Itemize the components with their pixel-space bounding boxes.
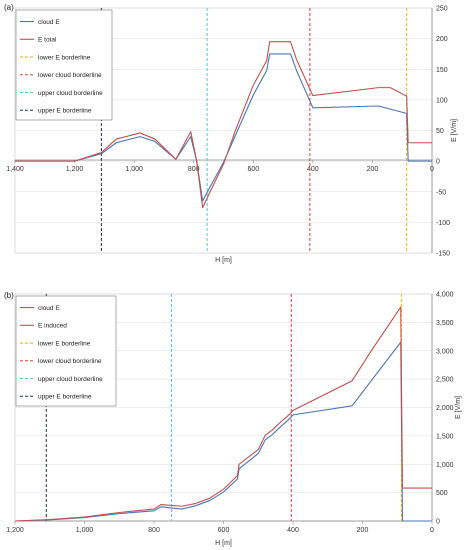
y-tick-label: -100 [436,220,450,227]
x-tick-label: 200 [357,527,369,534]
y-tick-label: 100 [436,97,448,104]
y-axis-label: E [V/m] [455,396,462,419]
y-tick-label: 0 [436,159,440,166]
legend-label: lower cloud borderline [38,72,102,79]
legend-label: E induced [38,323,67,330]
y-tick-label: 3,500 [436,320,454,327]
y-axis-label: E [V/m] [451,119,458,142]
y-tick-label: 50 [436,128,444,135]
panel-label: (a) [4,3,14,12]
series-line-E-induced [14,306,432,522]
y-tick-label: 200 [436,36,448,43]
y-tick-label: 150 [436,67,448,74]
x-tick-label: 600 [218,527,230,534]
y-tick-label: 500 [436,490,448,497]
chart-panel-0: 1,400 1,200 1,000 800 600 400 200 0 -150 -100 -50 0… [4,3,458,264]
legend: cloud E E total lower E borderline lower cl… [15,9,113,121]
x-tick-label: 1,000 [76,527,94,534]
legend-label: lower E borderline [38,340,91,347]
y-tick-label: 2,500 [436,377,454,384]
chart-panel-1: 1,200 1,000 800 600 400 200 00 500 1,000 1,500 2,0… [4,291,462,547]
x-axis-label: H [m] [215,257,232,264]
y-tick-label: -150 [436,251,450,258]
x-tick-label: 0 [430,166,434,173]
legend-label: lower cloud borderline [38,358,102,365]
x-tick-label: 400 [307,166,319,173]
y-tick-label: 250 [436,6,448,13]
legend-label: upper cloud borderline [38,376,103,383]
legend-label: cloud E [38,305,60,312]
x-tick-label: 400 [287,527,299,534]
series-line-cloud-E [15,53,432,202]
y-tick-label: 3,000 [436,348,454,355]
legend-label: lower E borderline [38,54,91,61]
x-tick-label: 200 [367,166,379,173]
legend-box [15,9,113,121]
legend-label: upper E borderline [38,394,92,401]
x-tick-label: 1,200 [66,166,84,173]
legend: cloud E E induced lower E borderline lower … [15,295,117,407]
x-tick-label: 600 [247,166,259,173]
series-line-cloud-E [14,341,432,522]
legend-label: E total [38,37,57,44]
legend-label: upper cloud borderline [38,90,103,97]
y-tick-label: -50 [436,189,446,196]
y-tick-label: 1,500 [436,433,454,440]
y-tick-label: 1,000 [436,462,454,469]
x-tick-label: 1,000 [125,166,143,173]
legend-label: cloud E [38,19,60,26]
x-tick-label: 800 [188,166,200,173]
x-tick-label: 1,200 [6,527,24,534]
y-tick-label: 2,000 [436,405,454,412]
y-tick-label: 0 [436,519,440,526]
x-tick-label: 1,400 [6,166,24,173]
x-axis-label: H [m] [215,540,232,547]
legend-label: upper E borderline [38,108,92,115]
x-tick-label: 800 [148,527,160,534]
y-tick-label: 4,000 [436,292,454,299]
legend-box [15,295,117,407]
panel-label: (b) [4,291,14,300]
series-line-E-total [15,41,432,209]
x-tick-label: 0 [430,527,434,534]
